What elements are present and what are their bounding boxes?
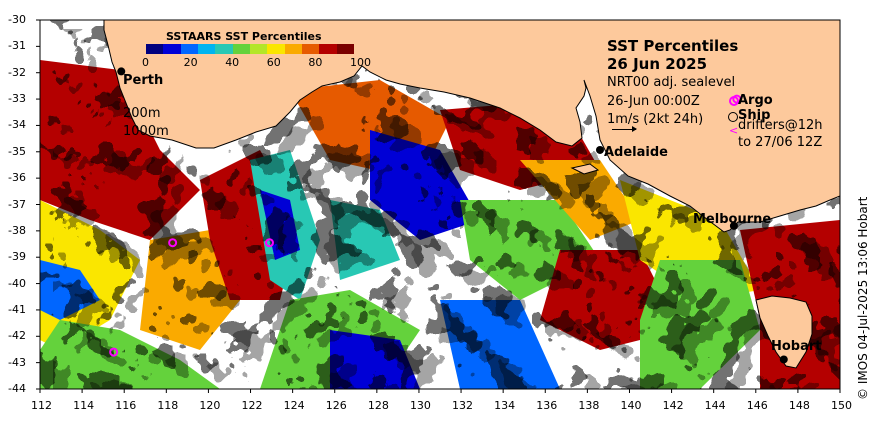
x-tick-label: 114: [73, 399, 95, 412]
colorbar-swatch: [319, 44, 337, 54]
x-tick-label: 124: [283, 399, 305, 412]
y-tick-label: -43: [8, 355, 26, 369]
y-tick-label: -44: [8, 382, 26, 395]
y-tick-label: -40: [8, 276, 26, 290]
city-label-adelaide: Adelaide: [604, 145, 668, 160]
velocity-arrowhead-icon: [632, 126, 637, 132]
y-tick-label: -42: [8, 329, 26, 343]
drifters-legend-line-1: drifters@12h: [738, 118, 823, 133]
argo-float-marker: [168, 238, 178, 248]
colorbar-swatch: [249, 44, 268, 54]
colorbar-swatch: [180, 44, 198, 54]
colorbar-title: SSTAARS SST Percentiles: [166, 30, 322, 43]
contour-label-1000m: 1000m: [123, 124, 169, 139]
x-tick-label: 112: [31, 399, 52, 412]
y-tick-label: -32: [8, 65, 26, 79]
argo-float-marker: [264, 238, 274, 248]
axis-ticks: [36, 19, 841, 393]
colorbar: SSTAARS SST Percentiles 0 20 40 60 80 100: [134, 30, 371, 70]
colorbar-tick-label: 0: [142, 56, 149, 69]
y-tick-label: -33: [8, 92, 26, 106]
x-tick-label: 122: [241, 399, 263, 412]
city-label-melbourne: Melbourne: [693, 212, 772, 227]
colorbar-tick-label: 60: [266, 56, 281, 69]
x-tick-label: 146: [746, 399, 768, 412]
kangaroo-island: [570, 163, 600, 175]
colorbar-tick-label: 100: [350, 56, 371, 69]
argo-legend-label: Argo: [738, 93, 773, 108]
city-marker: [117, 67, 126, 76]
x-tick-label: 130: [409, 399, 431, 412]
y-tick-label: -39: [8, 250, 26, 264]
city-label-perth: Perth: [123, 73, 164, 88]
x-tick-label: 142: [662, 399, 684, 412]
colorbar-swatch: [197, 44, 216, 54]
colorbar-swatch: [336, 44, 354, 54]
drifter-legend-icon: <: [729, 124, 739, 137]
y-tick-label: -31: [8, 39, 26, 53]
colorbar-tick-label: 40: [225, 56, 240, 69]
colorbar-tick-label: 80: [308, 56, 323, 69]
colorbar-swatch: [284, 44, 302, 54]
city-marker: [779, 355, 788, 364]
map-title: SST Percentiles: [607, 37, 739, 55]
x-tick-label: 134: [494, 399, 516, 412]
x-tick-label: 138: [578, 399, 600, 412]
y-tick-label: -30: [8, 13, 26, 26]
x-tick-label: 148: [788, 399, 810, 412]
colorbar-swatch: [215, 44, 233, 54]
velocity-arrow-icon: [612, 129, 636, 130]
x-tick-label: 140: [620, 399, 642, 412]
x-tick-label: 118: [157, 399, 179, 412]
ship-legend-marker: [728, 112, 738, 122]
argo-float-marker: [109, 347, 119, 357]
y-tick-label: -36: [8, 171, 26, 185]
city-marker: [729, 221, 738, 230]
colorbar-swatch: [146, 44, 164, 54]
credit-text: © IMOS 04-Jul-2025 13:06 Hobart: [856, 196, 870, 400]
x-tick-label: 120: [199, 399, 221, 412]
y-tick-label: -38: [8, 223, 26, 237]
x-tick-label: 126: [325, 399, 347, 412]
info-line-2: 26-Jun 00:00Z: [607, 94, 700, 109]
colorbar-swatches: [146, 44, 354, 54]
x-tick-label: 136: [536, 399, 558, 412]
y-tick-label: -37: [8, 197, 26, 211]
colorbar-swatch: [163, 44, 181, 54]
city-label-hobart: Hobart: [771, 339, 822, 354]
x-tick-label: 144: [704, 399, 726, 412]
contour-label-200m: 200m: [123, 106, 161, 121]
colorbar-swatch: [301, 44, 320, 54]
argo-legend-marker: [729, 96, 739, 106]
colorbar-swatch: [232, 44, 250, 54]
y-tick-label: -34: [8, 118, 26, 132]
info-line-1: NRT00 adj. sealevel: [607, 75, 736, 90]
ship-legend-label: Ship: [738, 108, 771, 123]
colorbar-swatch: [267, 44, 285, 54]
map-date: 26 Jun 2025: [607, 55, 708, 73]
tasmania-land: [755, 295, 813, 369]
x-tick-label: 116: [115, 399, 137, 412]
x-tick-label: 150: [831, 399, 852, 412]
info-line-3: 1m/s (2kt 24h): [607, 112, 704, 127]
x-tick-label: 128: [367, 399, 389, 412]
y-tick-label: -41: [8, 302, 26, 316]
x-tick-label: 132: [452, 399, 474, 412]
drifters-legend-line-2: to 27/06 12Z: [738, 135, 823, 150]
colorbar-tick-label: 20: [183, 56, 198, 69]
city-marker: [596, 145, 604, 154]
australia-land: [103, 20, 840, 233]
y-tick-label: -35: [8, 144, 26, 158]
city-markers: [117, 67, 788, 364]
